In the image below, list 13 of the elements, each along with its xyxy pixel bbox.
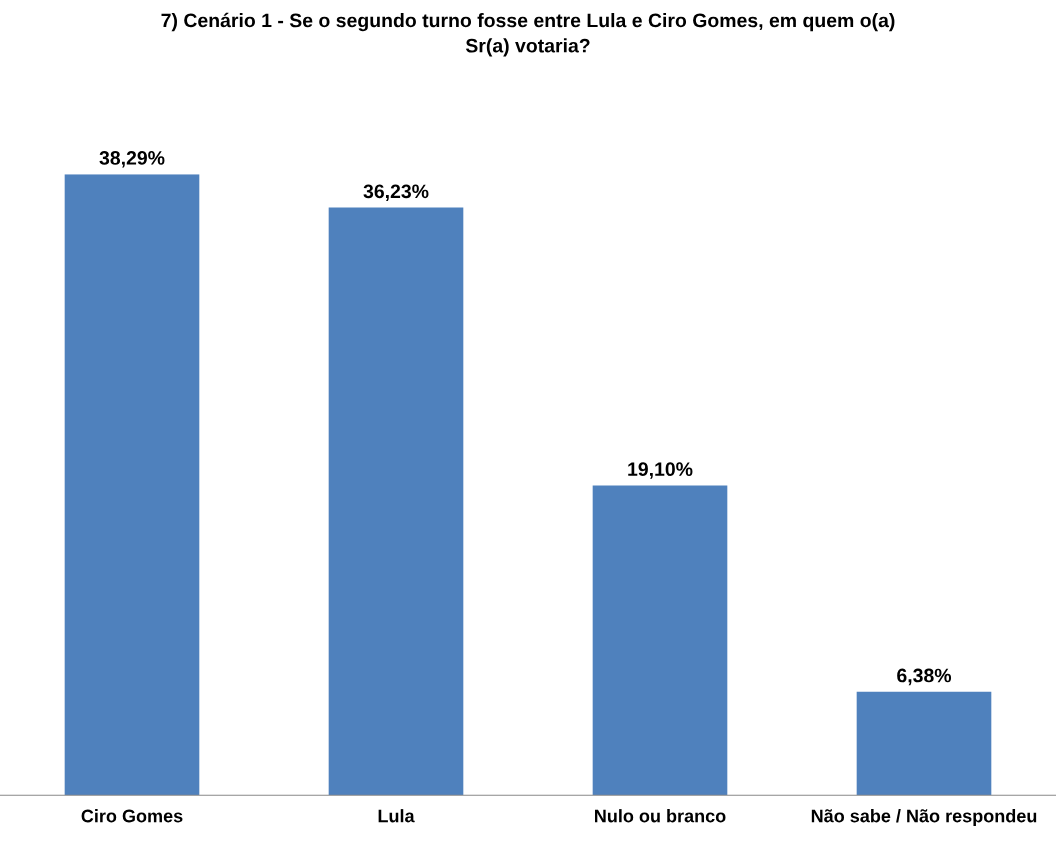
x-tick-label: Nulo ou branco — [595, 809, 726, 823]
x-tick-label: Lula — [378, 809, 415, 823]
bar — [328, 207, 464, 796]
data-label: 38,29% — [99, 151, 165, 168]
data-label: 19,10% — [628, 462, 693, 479]
bar — [592, 485, 728, 796]
bar — [64, 174, 200, 796]
data-label: 6,38% — [897, 668, 952, 686]
x-tick-label: Não sabe / Não respondeu — [811, 809, 1037, 826]
bar — [856, 691, 992, 796]
x-tick-label: Ciro Gomes — [81, 809, 183, 823]
data-label: 36,23% — [363, 184, 429, 202]
chart-title: 7) Cenário 1 - Se o segundo turno fosse entre Lula e Ciro Gomes, em quem o(a) Sr(a) votaria? — [161, 12, 895, 57]
